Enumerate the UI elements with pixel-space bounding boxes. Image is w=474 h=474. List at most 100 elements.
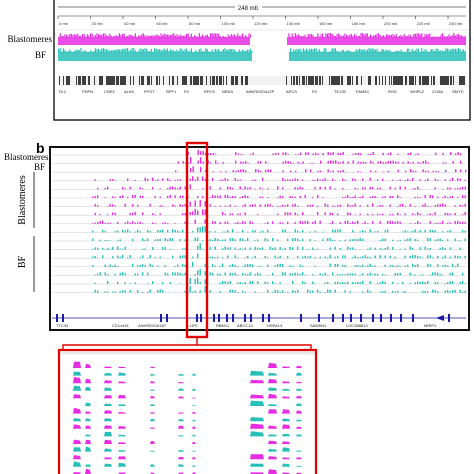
read-bar xyxy=(142,255,144,259)
coverage-spike xyxy=(58,36,60,38)
read-bar xyxy=(212,171,214,173)
read-bar xyxy=(372,214,374,216)
read-bar xyxy=(322,274,324,276)
read-bar xyxy=(119,291,121,293)
read-bar xyxy=(272,237,274,241)
read-bar xyxy=(410,169,412,173)
read-bar xyxy=(132,221,134,224)
read-bar xyxy=(237,179,239,181)
read-bar xyxy=(384,196,386,198)
coverage-spike xyxy=(410,35,412,38)
coverage-spike xyxy=(232,49,234,53)
gene-density-bar xyxy=(350,76,351,85)
read-bar xyxy=(104,187,106,190)
read-bar xyxy=(244,221,246,224)
coverage-spike xyxy=(344,33,346,38)
read-bar xyxy=(429,238,431,241)
coverage-spike xyxy=(363,34,365,38)
read-bar xyxy=(392,221,394,224)
read-bar xyxy=(369,229,371,233)
read-bar xyxy=(142,223,144,224)
read-bar xyxy=(259,231,261,233)
read-bar xyxy=(317,289,319,293)
read-bar xyxy=(164,222,166,224)
read-bar xyxy=(109,179,111,181)
coverage-spike xyxy=(443,36,445,38)
read-bar xyxy=(159,289,161,293)
coverage-spike xyxy=(330,33,332,38)
read-bar xyxy=(382,162,384,164)
coverage-spike xyxy=(222,36,224,38)
coverage-spike xyxy=(322,51,324,53)
gene-exon xyxy=(372,314,374,322)
gene-name: RPF1 xyxy=(166,89,177,94)
read-bar xyxy=(459,187,461,190)
read-bar xyxy=(324,291,326,293)
coverage-spike xyxy=(298,34,300,38)
read-bar xyxy=(149,255,151,259)
read-bar xyxy=(224,178,226,181)
read-bar xyxy=(182,248,184,250)
read-bar xyxy=(182,274,184,276)
zoom-peak xyxy=(118,411,126,414)
read-bar xyxy=(174,187,176,190)
coverage-spike xyxy=(234,34,236,38)
coverage-spike xyxy=(315,48,317,53)
gene-name-b: HSPA13 xyxy=(267,323,283,328)
read-bar xyxy=(379,204,381,207)
read-bar xyxy=(442,274,444,276)
zoom-peak xyxy=(73,447,81,452)
coverage-spike xyxy=(242,49,244,53)
coverage-spike xyxy=(330,50,332,53)
read-bar xyxy=(355,152,357,155)
coverage-spike xyxy=(197,36,199,38)
coverage-spike xyxy=(418,48,420,53)
read-bar xyxy=(360,171,362,173)
read-bar xyxy=(462,291,464,293)
coverage-spike xyxy=(354,34,356,38)
read-bar xyxy=(314,230,316,233)
read-bar xyxy=(264,281,266,284)
read-bar xyxy=(289,179,291,181)
read-bar xyxy=(152,187,154,190)
read-bar xyxy=(260,171,262,173)
read-bar xyxy=(449,230,451,233)
coverage-spike xyxy=(362,49,364,53)
read-bar xyxy=(124,246,126,250)
read-bar xyxy=(94,179,96,181)
gene-density-bar xyxy=(402,76,403,85)
read-bar xyxy=(369,247,371,250)
read-bar xyxy=(442,220,444,224)
read-bar xyxy=(242,290,244,293)
coverage-spike xyxy=(203,36,205,38)
zoom-peak xyxy=(192,465,196,467)
read-bar xyxy=(260,161,262,164)
read-bar xyxy=(104,223,106,224)
coverage-spike xyxy=(346,50,348,53)
read-bar xyxy=(269,246,271,250)
gene-density-bar xyxy=(226,76,227,85)
read-bar xyxy=(444,255,446,259)
read-bar xyxy=(359,231,361,233)
read-bar xyxy=(450,152,452,155)
read-bar xyxy=(364,187,366,190)
read-bar xyxy=(112,291,114,293)
read-bar xyxy=(382,171,384,173)
zoom-peak xyxy=(250,394,264,399)
gene-exon xyxy=(390,314,392,322)
zoom-peak xyxy=(250,379,264,384)
coverage-spike xyxy=(98,48,100,53)
read-bar xyxy=(189,178,191,181)
coverage-spike xyxy=(347,50,349,53)
read-bar xyxy=(310,162,312,164)
read-bar xyxy=(247,196,249,198)
coverage-spike xyxy=(190,48,192,53)
gene-density-bar xyxy=(426,76,427,85)
zoom-peak xyxy=(104,448,112,452)
zoom-peak xyxy=(150,404,155,406)
read-bar xyxy=(132,203,134,207)
zoom-rows xyxy=(73,361,302,474)
gene-exon xyxy=(448,314,450,322)
coverage-spike xyxy=(222,49,224,53)
read-bar xyxy=(179,239,181,241)
